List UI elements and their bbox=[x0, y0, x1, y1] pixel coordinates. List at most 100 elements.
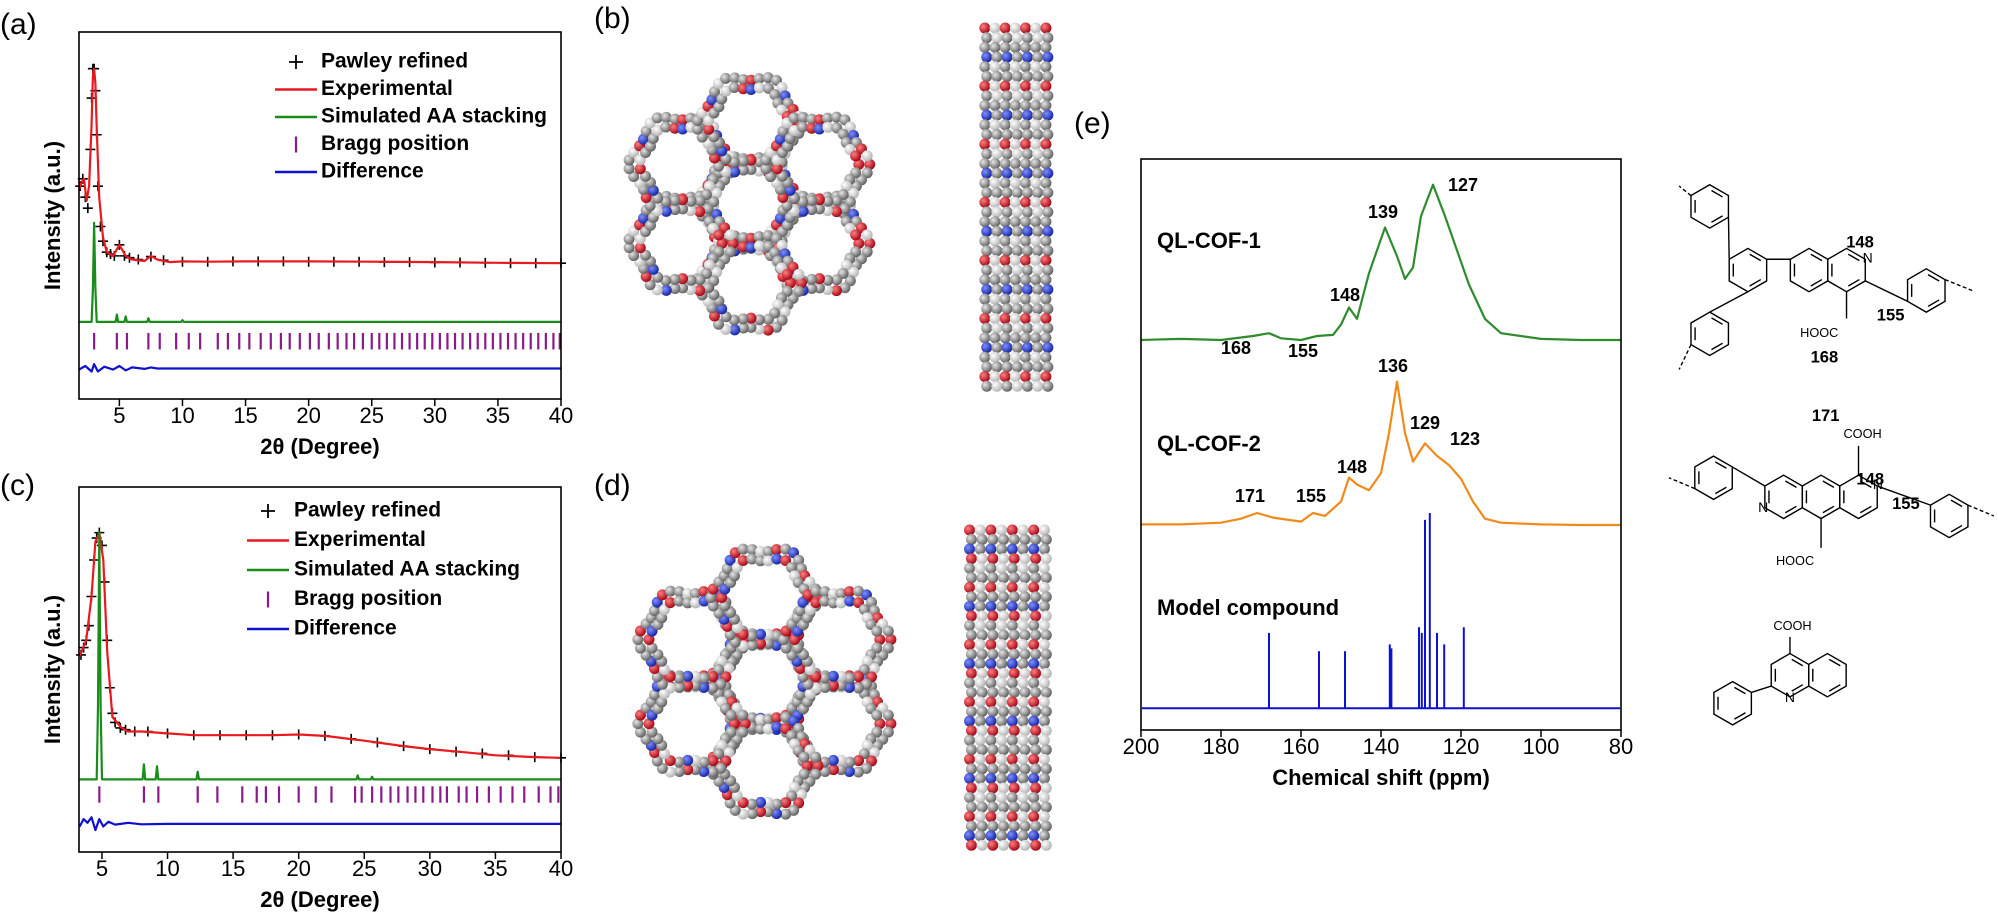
atom bbox=[1020, 371, 1032, 383]
atom bbox=[1001, 129, 1013, 141]
atom bbox=[780, 797, 792, 809]
atom bbox=[1020, 22, 1032, 34]
atom bbox=[976, 572, 988, 584]
atom bbox=[965, 553, 977, 565]
atom bbox=[1011, 167, 1023, 179]
atom bbox=[965, 610, 977, 622]
atom bbox=[694, 285, 706, 297]
atom bbox=[692, 123, 703, 135]
atom bbox=[1032, 303, 1044, 315]
atom bbox=[981, 187, 993, 199]
atom bbox=[965, 820, 977, 832]
atom bbox=[989, 254, 1001, 266]
atom bbox=[976, 801, 988, 813]
atom bbox=[1001, 380, 1013, 392]
atom bbox=[1040, 80, 1052, 92]
atom bbox=[1028, 600, 1040, 612]
atom bbox=[705, 592, 717, 603]
structure-label: HOOC bbox=[1776, 553, 1814, 568]
double-bond bbox=[1714, 461, 1727, 469]
peak-label: 123 bbox=[1450, 429, 1480, 449]
atom bbox=[1009, 216, 1021, 228]
atom bbox=[1019, 744, 1031, 756]
peak-label: 127 bbox=[1448, 175, 1478, 195]
x-tick-label: 200 bbox=[1123, 734, 1160, 759]
atom bbox=[1032, 264, 1044, 276]
atom bbox=[999, 332, 1011, 344]
atom bbox=[1030, 235, 1042, 247]
atom bbox=[1008, 534, 1020, 546]
double-bond bbox=[1791, 658, 1804, 667]
atom bbox=[1042, 206, 1054, 218]
atom bbox=[979, 235, 991, 247]
bond bbox=[1731, 466, 1766, 487]
atom bbox=[746, 808, 758, 820]
atom bbox=[819, 586, 831, 598]
atom bbox=[965, 725, 977, 737]
double-bond bbox=[1828, 658, 1841, 667]
ring bbox=[1694, 455, 1733, 501]
atom bbox=[724, 629, 736, 641]
atom bbox=[643, 634, 655, 646]
atom bbox=[998, 839, 1010, 851]
structure-label: 155 bbox=[1877, 305, 1905, 324]
atom bbox=[632, 718, 644, 730]
atom bbox=[1038, 581, 1050, 593]
atom bbox=[1009, 41, 1021, 53]
atom bbox=[987, 744, 999, 756]
atom bbox=[682, 764, 694, 776]
structure-label: N bbox=[1785, 689, 1795, 705]
atom bbox=[656, 696, 668, 708]
atom bbox=[719, 600, 731, 612]
atom bbox=[1011, 342, 1023, 354]
atom bbox=[694, 274, 706, 286]
atom bbox=[985, 830, 997, 842]
atom bbox=[1017, 524, 1029, 536]
atom bbox=[979, 100, 991, 111]
atom bbox=[999, 235, 1011, 247]
atom bbox=[724, 797, 736, 809]
atom bbox=[1040, 196, 1052, 208]
atom bbox=[831, 195, 843, 207]
atom bbox=[715, 739, 727, 751]
atom bbox=[1019, 534, 1031, 546]
structure-label: COOH bbox=[1843, 426, 1881, 441]
atom bbox=[965, 839, 977, 851]
atom bbox=[682, 754, 694, 766]
atom bbox=[772, 299, 784, 311]
atom bbox=[755, 555, 767, 567]
atom bbox=[974, 753, 986, 765]
series-label: Model compound bbox=[1157, 595, 1339, 620]
panel-label: (c) bbox=[0, 469, 35, 502]
atom bbox=[840, 180, 852, 192]
atom bbox=[1009, 196, 1021, 208]
atom bbox=[1020, 293, 1032, 305]
atom bbox=[1011, 225, 1023, 237]
atom bbox=[998, 610, 1010, 622]
atom bbox=[737, 709, 749, 721]
atom bbox=[1001, 361, 1013, 373]
atom bbox=[1028, 543, 1040, 555]
atom bbox=[1017, 792, 1029, 804]
atom bbox=[1011, 70, 1023, 82]
atom bbox=[1017, 696, 1029, 708]
atom bbox=[1030, 572, 1042, 584]
atom bbox=[1030, 216, 1042, 228]
atom bbox=[1009, 138, 1021, 150]
atom bbox=[989, 22, 1001, 34]
atom bbox=[979, 41, 991, 53]
bond bbox=[1944, 278, 1973, 292]
atom bbox=[648, 605, 660, 617]
atom bbox=[762, 723, 774, 735]
atom bbox=[979, 274, 991, 286]
atom bbox=[979, 254, 991, 266]
atom bbox=[1022, 225, 1033, 237]
atom bbox=[1030, 610, 1042, 622]
atom bbox=[1030, 553, 1042, 565]
atom bbox=[1006, 677, 1018, 689]
atom bbox=[996, 562, 1008, 574]
atom bbox=[1017, 772, 1029, 784]
atom bbox=[985, 792, 997, 804]
atom bbox=[964, 811, 975, 823]
atom bbox=[1019, 782, 1031, 794]
